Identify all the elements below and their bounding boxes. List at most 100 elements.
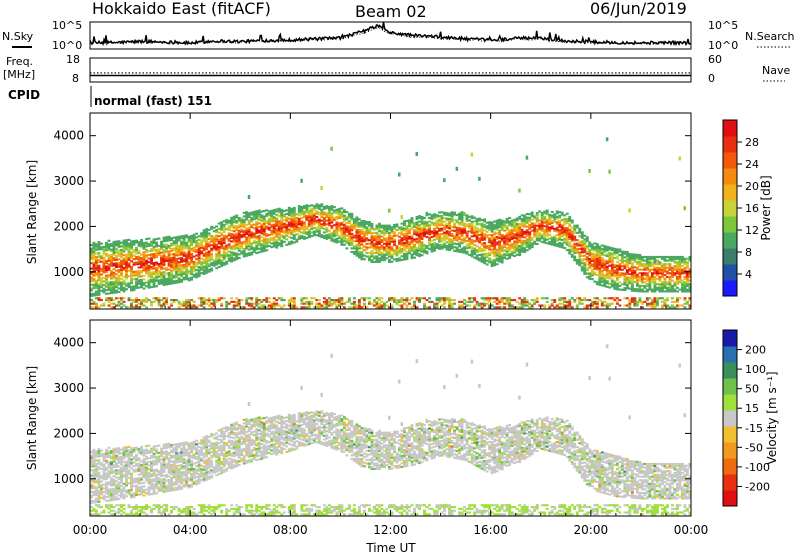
power-cell bbox=[538, 239, 541, 241]
power-cell bbox=[108, 243, 111, 245]
power-cell bbox=[120, 267, 123, 269]
power-cell bbox=[411, 226, 414, 228]
power-cell bbox=[233, 217, 236, 219]
power-cell bbox=[380, 301, 383, 303]
power-cell bbox=[428, 248, 431, 250]
power-cell bbox=[541, 212, 544, 214]
power-cell bbox=[93, 254, 96, 256]
power-cell bbox=[195, 262, 198, 264]
power-cell bbox=[228, 229, 231, 231]
power-cell bbox=[95, 274, 98, 276]
power-cell bbox=[393, 231, 396, 233]
power-cell bbox=[158, 252, 161, 254]
power-cell bbox=[350, 229, 353, 231]
power-cell bbox=[596, 303, 599, 305]
power-cell bbox=[616, 286, 619, 288]
power-cell bbox=[228, 240, 231, 242]
power-cell bbox=[263, 239, 266, 241]
power-cell bbox=[190, 268, 193, 270]
power-cell bbox=[340, 240, 343, 242]
power-cell bbox=[385, 254, 388, 256]
power-cell bbox=[118, 301, 121, 303]
power-cell bbox=[628, 278, 631, 280]
power-cell bbox=[175, 263, 178, 265]
power-cell bbox=[103, 291, 106, 293]
power-cell bbox=[593, 306, 596, 308]
power-cell bbox=[128, 284, 131, 286]
power-cell bbox=[481, 233, 484, 235]
power-cell bbox=[228, 234, 231, 236]
power-cell bbox=[563, 229, 566, 231]
power-cell bbox=[378, 303, 381, 305]
power-cell bbox=[531, 226, 534, 228]
power-cell bbox=[653, 270, 656, 272]
power-cell bbox=[125, 277, 128, 279]
power-cell bbox=[633, 261, 636, 263]
power-cell bbox=[328, 219, 331, 221]
power-cell bbox=[436, 238, 439, 240]
power-cell bbox=[185, 271, 188, 273]
power-cell bbox=[678, 269, 681, 271]
power-cell bbox=[586, 240, 589, 242]
power-cell bbox=[155, 272, 158, 274]
power-cell bbox=[235, 258, 238, 260]
power-cell bbox=[628, 304, 631, 306]
power-cell bbox=[128, 264, 131, 266]
power-cell bbox=[140, 257, 143, 259]
power-cell bbox=[193, 263, 196, 265]
power-cell bbox=[616, 274, 619, 276]
power-cell bbox=[408, 248, 411, 250]
power-cell bbox=[353, 303, 356, 305]
power-cell bbox=[128, 257, 131, 259]
power-cell bbox=[380, 246, 383, 248]
power-cell bbox=[686, 285, 689, 287]
power-cell bbox=[491, 243, 494, 245]
power-cell bbox=[573, 256, 576, 258]
power-cell bbox=[588, 260, 591, 262]
power-cell bbox=[380, 297, 383, 299]
power-cell bbox=[143, 284, 146, 286]
power-cell bbox=[108, 287, 111, 289]
power-cell bbox=[205, 228, 208, 230]
power-cell bbox=[551, 211, 554, 213]
power-cell bbox=[391, 228, 394, 230]
power-cell bbox=[611, 254, 614, 256]
power-cell bbox=[353, 297, 356, 299]
power-cell bbox=[468, 239, 471, 241]
power-cell bbox=[363, 220, 366, 222]
power-cell bbox=[98, 286, 101, 288]
power-cell bbox=[190, 242, 193, 244]
power-cell bbox=[350, 247, 353, 249]
power-cell bbox=[678, 157, 681, 161]
power-cell bbox=[225, 237, 228, 239]
power-cell bbox=[668, 276, 671, 278]
power-cell bbox=[653, 290, 656, 292]
power-cell bbox=[636, 256, 639, 258]
power-cell bbox=[355, 235, 358, 237]
power-cell bbox=[233, 248, 236, 250]
power-cell bbox=[290, 208, 293, 210]
power-cell bbox=[230, 222, 233, 224]
power-cell bbox=[658, 283, 661, 285]
power-cell bbox=[203, 267, 206, 269]
power-cell bbox=[255, 304, 258, 306]
power-cell bbox=[491, 265, 494, 267]
power-cell bbox=[115, 241, 118, 243]
power-cell bbox=[393, 226, 396, 228]
power-cell bbox=[265, 301, 268, 303]
power-cell bbox=[100, 290, 103, 292]
power-cell bbox=[298, 227, 301, 229]
power-cell bbox=[476, 304, 479, 306]
power-cell bbox=[148, 287, 151, 289]
power-cell bbox=[556, 229, 559, 231]
power-cell bbox=[393, 238, 396, 240]
power-cell bbox=[431, 240, 434, 242]
power-cell bbox=[428, 230, 431, 232]
power-cell bbox=[673, 283, 676, 285]
power-cell bbox=[466, 234, 469, 236]
power-cell bbox=[516, 227, 519, 229]
power-cell bbox=[130, 288, 133, 290]
power-cell bbox=[406, 258, 409, 260]
power-cell bbox=[283, 224, 286, 226]
power-cell bbox=[543, 242, 546, 244]
